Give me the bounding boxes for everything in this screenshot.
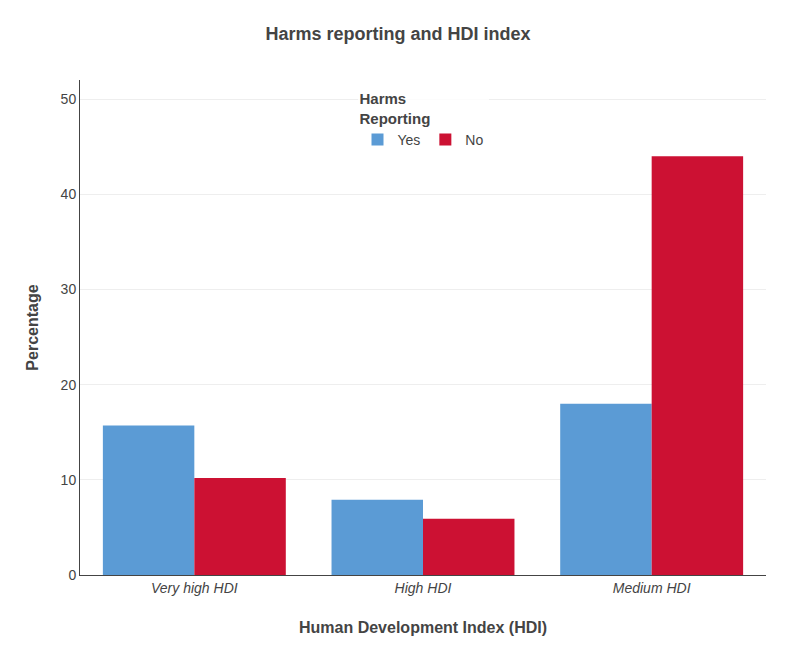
svg-text:30: 30 [61,281,77,297]
svg-text:Percentage: Percentage [24,284,41,370]
svg-text:Very high HDI: Very high HDI [151,580,238,596]
svg-text:Medium HDI: Medium HDI [613,580,691,596]
svg-text:50: 50 [61,91,77,107]
svg-text:20: 20 [61,377,77,393]
svg-text:Harms reporting and HDI index: Harms reporting and HDI index [265,24,530,44]
svg-text:High HDI: High HDI [395,580,452,596]
svg-text:Human Development Index (HDI): Human Development Index (HDI) [299,619,547,636]
svg-text:Yes: Yes [398,132,421,148]
svg-text:HarmsReporting: HarmsReporting [360,90,431,127]
svg-text:40: 40 [61,186,77,202]
svg-text:0: 0 [68,567,76,583]
svg-text:10: 10 [61,472,77,488]
svg-text:No: No [465,132,483,148]
